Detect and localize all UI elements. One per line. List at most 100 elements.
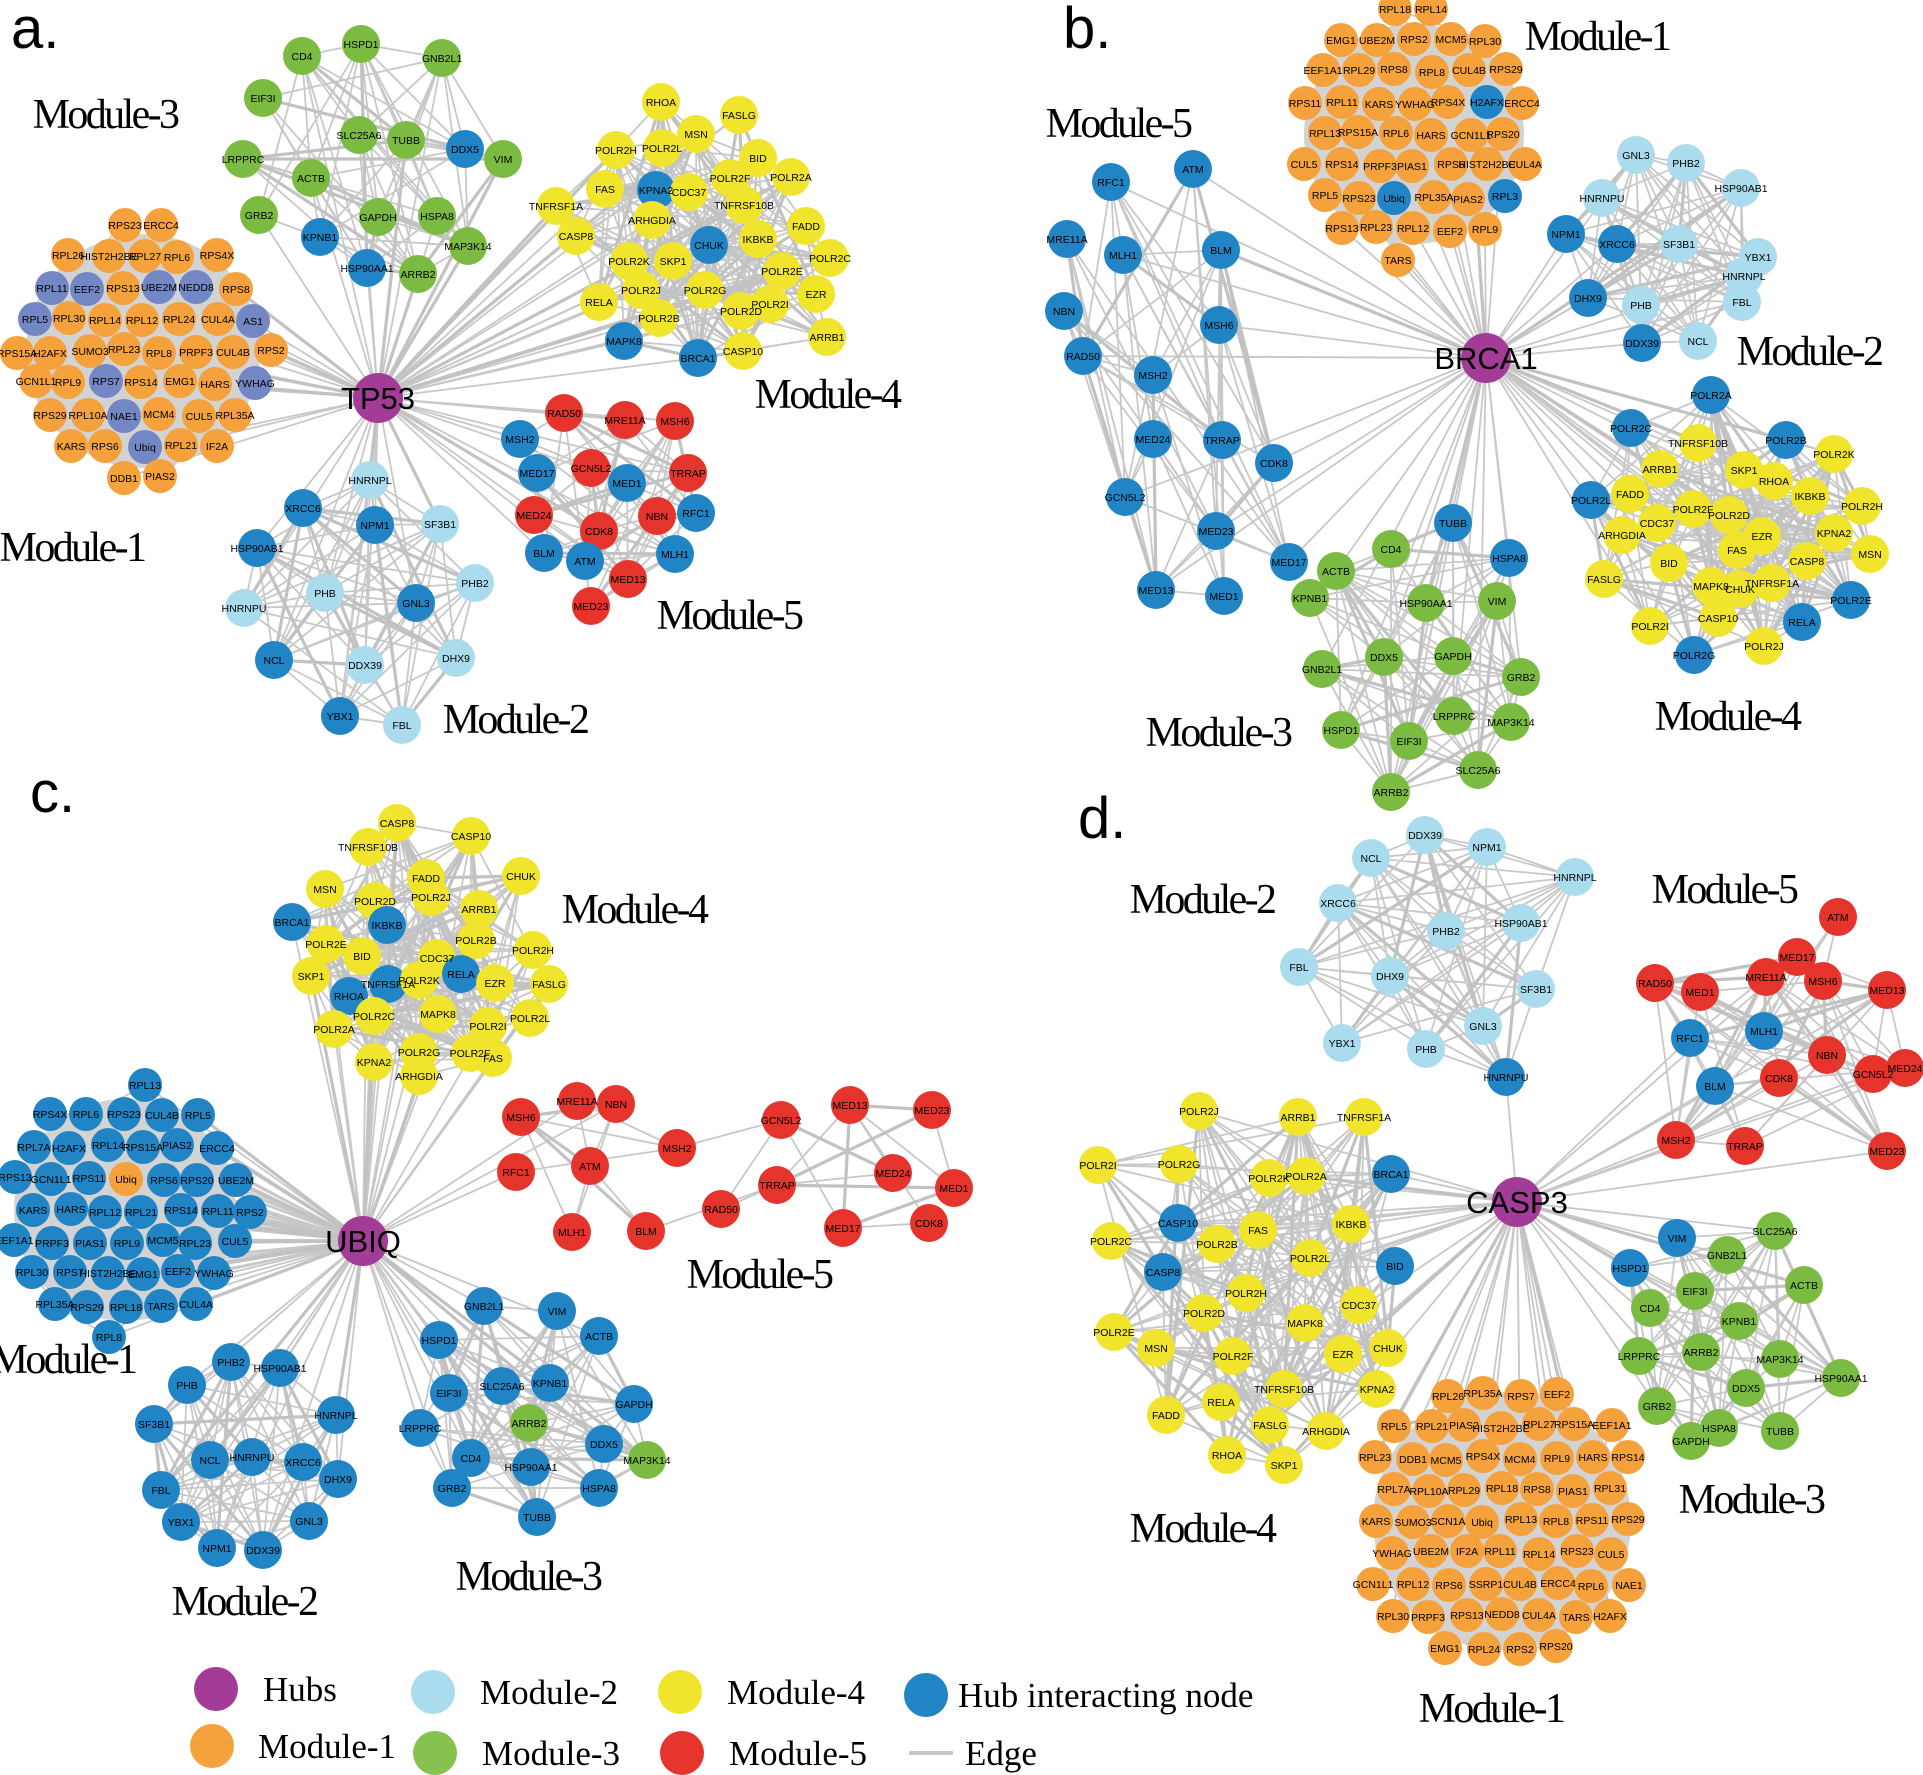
svg-text:RPL35A: RPL35A <box>35 1299 74 1311</box>
svg-text:LRPPRC: LRPPRC <box>1618 1351 1661 1363</box>
svg-text:RFC1: RFC1 <box>502 1167 530 1179</box>
svg-text:POLR2A: POLR2A <box>770 172 811 184</box>
svg-text:Module-2: Module-2 <box>1130 877 1275 923</box>
svg-text:GAPDH: GAPDH <box>359 212 396 224</box>
svg-text:RPS4X: RPS4X <box>1466 1451 1500 1463</box>
svg-text:EMG1: EMG1 <box>165 376 195 388</box>
svg-text:RPL21: RPL21 <box>1416 1421 1448 1433</box>
svg-text:NPM1: NPM1 <box>202 1543 231 1555</box>
svg-text:GCN1L1: GCN1L1 <box>1451 130 1492 142</box>
svg-text:SKP1: SKP1 <box>1271 1460 1298 1472</box>
svg-text:HNRNPU: HNRNPU <box>230 1452 275 1464</box>
svg-text:POLR2E: POLR2E <box>1830 595 1871 607</box>
svg-text:ERCC4: ERCC4 <box>1504 98 1540 110</box>
svg-text:GRB2: GRB2 <box>1643 1401 1672 1413</box>
svg-text:FAS: FAS <box>1248 1225 1268 1237</box>
svg-text:RPL12: RPL12 <box>126 315 158 327</box>
svg-text:H2AFX: H2AFX <box>1470 97 1504 109</box>
svg-text:Module-3: Module-3 <box>482 1734 620 1773</box>
svg-text:LRPPRC: LRPPRC <box>399 1423 442 1435</box>
svg-text:POLR2L: POLR2L <box>510 1013 550 1025</box>
svg-text:RPL9: RPL9 <box>55 377 81 389</box>
svg-text:RPS29: RPS29 <box>33 410 66 422</box>
svg-text:RPL23: RPL23 <box>179 1238 211 1250</box>
svg-text:CASP10: CASP10 <box>1698 613 1738 625</box>
svg-text:MED13: MED13 <box>1869 985 1904 997</box>
svg-text:SCN1A: SCN1A <box>1430 1516 1465 1528</box>
svg-text:RPL7A: RPL7A <box>1377 1484 1410 1496</box>
svg-text:DDX39: DDX39 <box>348 660 382 672</box>
svg-text:PHB: PHB <box>314 588 336 600</box>
svg-text:DDX39: DDX39 <box>1408 830 1442 842</box>
svg-text:RPL30: RPL30 <box>53 313 85 325</box>
svg-text:GNL3: GNL3 <box>402 598 430 610</box>
svg-text:TNFRSF1A: TNFRSF1A <box>361 979 415 991</box>
svg-text:RPL5: RPL5 <box>1381 1421 1407 1433</box>
svg-text:EIF3I: EIF3I <box>250 93 275 105</box>
svg-text:RPL35A: RPL35A <box>1463 1388 1502 1400</box>
svg-text:RPS11: RPS11 <box>73 1173 106 1185</box>
svg-text:MLH1: MLH1 <box>558 1227 586 1239</box>
svg-text:RPL11: RPL11 <box>36 283 67 295</box>
svg-text:ERCC4: ERCC4 <box>1540 1578 1576 1590</box>
svg-text:POLR2G: POLR2G <box>1158 1159 1201 1171</box>
svg-text:c.: c. <box>30 760 75 825</box>
svg-text:MSN: MSN <box>313 884 336 896</box>
svg-text:HSP90AA1: HSP90AA1 <box>340 263 393 275</box>
svg-text:RPS23: RPS23 <box>1560 1546 1593 1558</box>
svg-text:POLR2A: POLR2A <box>313 1024 354 1036</box>
svg-text:POLR2H: POLR2H <box>1225 1288 1267 1300</box>
svg-text:GNL3: GNL3 <box>1469 1021 1497 1033</box>
svg-text:CASP8: CASP8 <box>1790 556 1825 568</box>
svg-text:POLR2C: POLR2C <box>809 253 851 265</box>
svg-text:HARS: HARS <box>200 379 229 391</box>
svg-text:IKBKB: IKBKB <box>1336 1219 1367 1231</box>
svg-text:MSH2: MSH2 <box>1138 370 1167 382</box>
svg-text:CDK8: CDK8 <box>585 526 613 538</box>
svg-text:RPL12: RPL12 <box>89 1207 121 1219</box>
svg-text:CUL4B: CUL4B <box>216 347 250 359</box>
svg-text:MLH1: MLH1 <box>661 549 689 561</box>
svg-text:SLC25A6: SLC25A6 <box>480 1381 525 1393</box>
svg-text:KARS: KARS <box>1362 1516 1391 1528</box>
svg-text:RPL8: RPL8 <box>96 1332 122 1344</box>
svg-text:RPS14: RPS14 <box>1611 1452 1644 1464</box>
svg-text:TRRAP: TRRAP <box>1727 1141 1763 1153</box>
svg-text:PIAS2: PIAS2 <box>1449 1420 1479 1432</box>
svg-text:RPS6: RPS6 <box>150 1175 178 1187</box>
svg-text:GAPDH: GAPDH <box>1672 1436 1709 1448</box>
svg-text:RPL10A: RPL10A <box>1409 1486 1448 1498</box>
svg-text:RPL12: RPL12 <box>1397 223 1429 235</box>
svg-text:RPL30: RPL30 <box>16 1267 48 1279</box>
svg-text:TNFRSF10B: TNFRSF10B <box>1668 438 1728 450</box>
svg-text:VIM: VIM <box>1488 596 1507 608</box>
svg-text:YBX1: YBX1 <box>1745 252 1772 264</box>
svg-text:HNRNPU: HNRNPU <box>222 603 267 615</box>
svg-text:MED17: MED17 <box>519 468 554 480</box>
svg-text:MSH6: MSH6 <box>1808 976 1837 988</box>
svg-text:POLR2B: POLR2B <box>1196 1239 1237 1251</box>
svg-text:PIAS1: PIAS1 <box>1558 1486 1588 1498</box>
svg-text:HNRNPL: HNRNPL <box>1722 271 1765 283</box>
svg-text:RPL8: RPL8 <box>1419 67 1445 79</box>
svg-text:HSPA8: HSPA8 <box>1702 1423 1736 1435</box>
svg-text:HIST2H2BE: HIST2H2BE <box>79 1268 136 1280</box>
svg-text:RHOA: RHOA <box>1759 476 1789 488</box>
svg-text:HNRNPL: HNRNPL <box>348 475 391 487</box>
svg-text:POLR2B: POLR2B <box>455 935 496 947</box>
svg-text:RPL30: RPL30 <box>1377 1611 1409 1623</box>
svg-text:Module-2: Module-2 <box>443 697 588 743</box>
svg-text:MCM4: MCM4 <box>144 409 175 421</box>
svg-text:CASP8: CASP8 <box>559 231 594 243</box>
svg-text:RPS14: RPS14 <box>124 377 157 389</box>
svg-text:RHOA: RHOA <box>646 97 676 109</box>
svg-text:POLR2I: POLR2I <box>1631 621 1668 633</box>
svg-text:CUL4B: CUL4B <box>145 1110 179 1122</box>
svg-text:CHUK: CHUK <box>1373 1343 1403 1355</box>
svg-text:Module-5: Module-5 <box>1046 101 1192 147</box>
svg-text:RPL11: RPL11 <box>202 1206 233 1218</box>
svg-text:Hubs: Hubs <box>263 1670 337 1709</box>
svg-text:FAS: FAS <box>483 1053 503 1065</box>
svg-text:GCN5L2: GCN5L2 <box>571 463 612 475</box>
svg-text:KARS: KARS <box>1365 99 1394 111</box>
